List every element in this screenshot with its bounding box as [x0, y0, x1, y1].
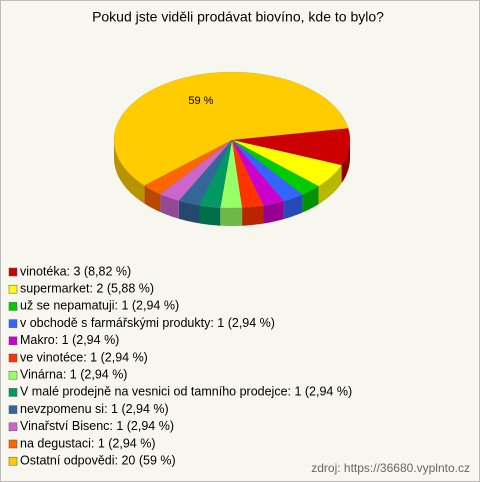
slice [231, 139, 343, 187]
slice-side [220, 207, 243, 226]
legend-label: supermarket: 2 (5,88 %) [20, 281, 154, 295]
slice [231, 139, 303, 202]
legend-label: ve vinotéce: 1 (2,94 %) [20, 350, 148, 364]
legend-swatch [8, 439, 18, 449]
slice [220, 139, 243, 209]
legend-label: V malé prodejně na vesnici od tamního pr… [20, 385, 352, 399]
slice [159, 139, 233, 201]
legend-swatch [8, 370, 18, 380]
slice [231, 139, 285, 206]
legend-swatch [8, 302, 18, 311]
slice-side [318, 165, 342, 205]
legend-label: už se nepamatuji: 1 (2,94 %) [20, 299, 179, 313]
legend-swatch [8, 405, 18, 414]
legend-label: Ostatní odpovědi: 20 (59 %) [20, 453, 176, 467]
slice [231, 139, 320, 195]
slice-side [114, 140, 145, 204]
slice-side [341, 140, 350, 184]
slice [178, 139, 233, 206]
legend-label: vinotéka: 3 (8,82 %) [20, 264, 131, 278]
slice [143, 139, 233, 195]
slice [231, 139, 264, 209]
slice [231, 127, 351, 166]
legend-label: Makro: 1 (2,94 %) [20, 333, 119, 347]
legend-swatch [8, 388, 18, 397]
slice [198, 139, 233, 208]
legend-swatch [8, 353, 18, 363]
source: zdroj: https://36680.vyplnto.cz [311, 461, 470, 475]
legend-swatch [8, 267, 18, 277]
legend-swatch [8, 422, 18, 432]
legend-swatch [8, 456, 18, 466]
legend-label: Vinařství Bisenc: 1 (2,94 %) [20, 419, 174, 433]
slice-side [242, 205, 264, 226]
slice-side [263, 201, 284, 224]
chart-title: Pokud jste viděli prodávat biovíno, kde … [92, 9, 384, 25]
slice-side [302, 186, 319, 213]
slice-side [199, 205, 221, 226]
slice-side [144, 185, 161, 212]
legend-swatch [8, 336, 18, 346]
slice-side [160, 194, 179, 219]
legend-label: nevzpomenu si: 1 (2,94 %) [20, 402, 169, 416]
legend-label: v obchodě s farmářskými produkty: 1 (2,9… [20, 316, 275, 330]
legend-label: Vinárna: 1 (2,94 %) [20, 367, 127, 381]
slice-side [283, 194, 303, 220]
value-label: 59 % [188, 95, 213, 107]
slice [113, 71, 349, 186]
legend-swatch [8, 284, 18, 294]
legend-swatch [8, 319, 18, 328]
legend-label: na degustaci: 1 (2,94 %) [20, 436, 156, 450]
slice-side [178, 200, 199, 224]
